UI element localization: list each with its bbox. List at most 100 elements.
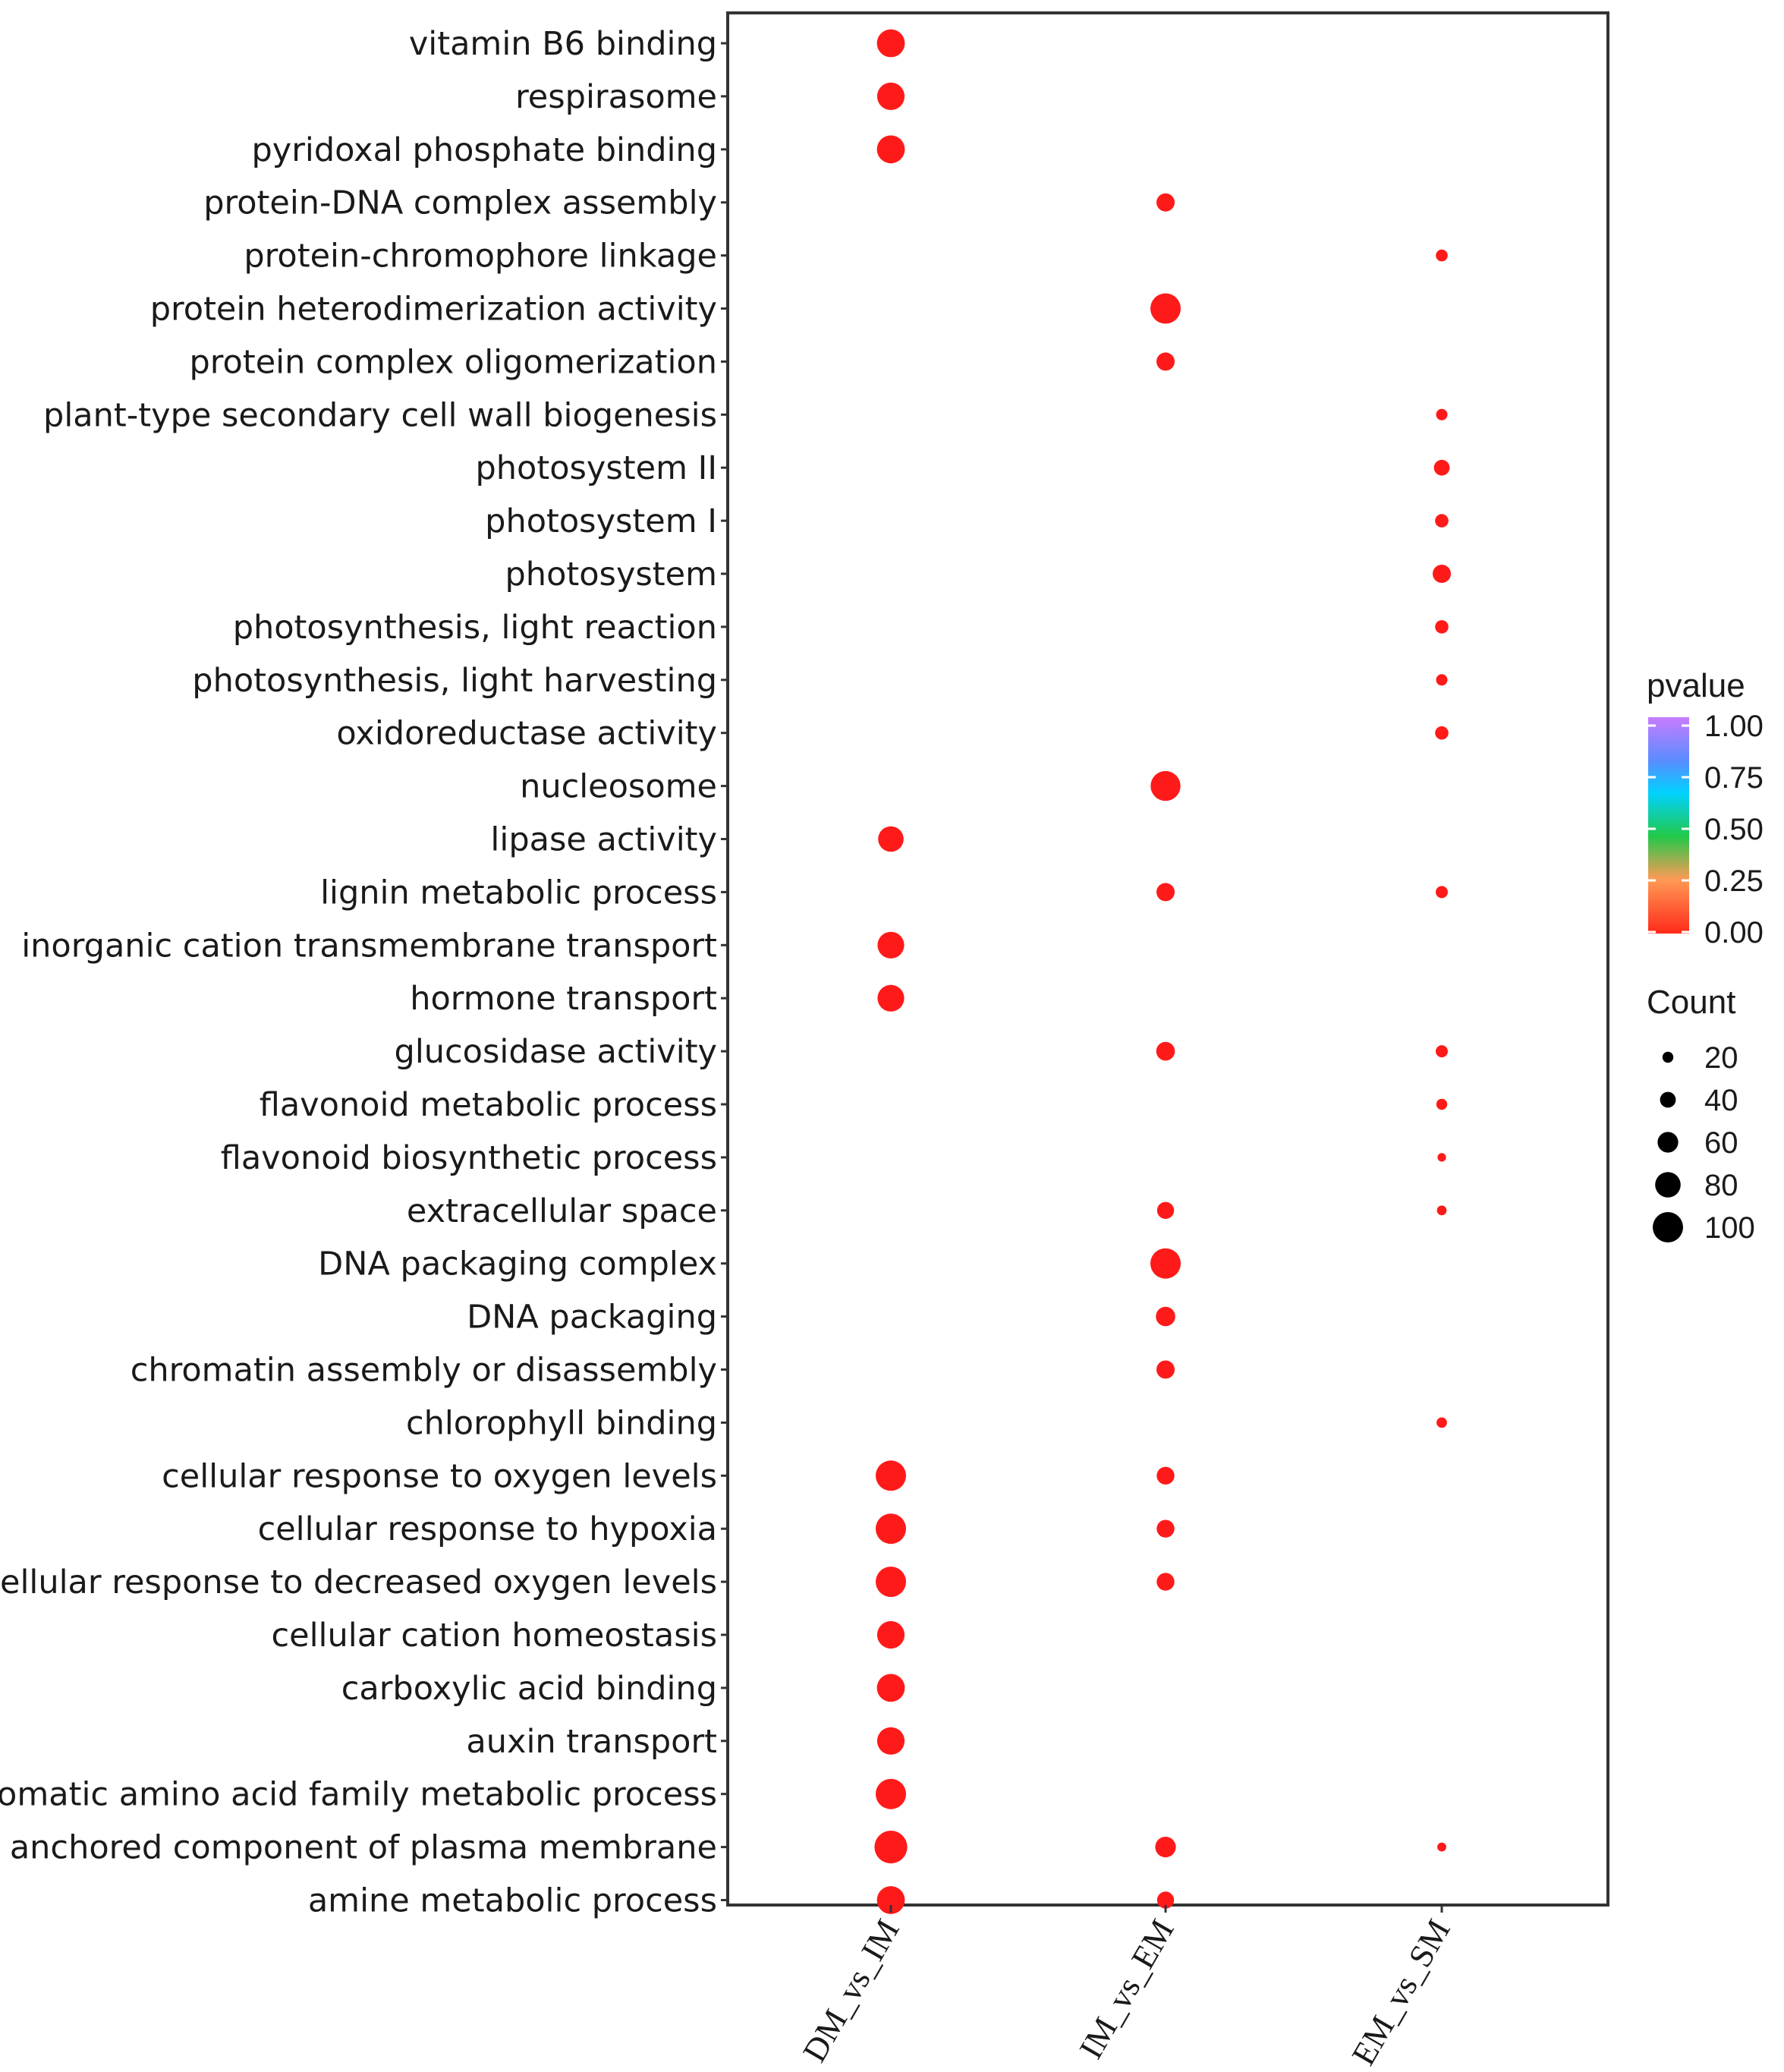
colorbar-tick-label: 0.75 xyxy=(1704,761,1764,795)
y-tick-label: lipase activity xyxy=(490,821,717,859)
y-tick-label: lignin metabolic process xyxy=(320,874,717,912)
y-tick-label: flavonoid metabolic process xyxy=(260,1086,717,1124)
dot-point xyxy=(876,1620,905,1649)
y-tick-label: DNA packaging complex xyxy=(318,1245,717,1283)
dot-point xyxy=(1436,1417,1447,1428)
dot-point xyxy=(1436,674,1448,686)
dot-point xyxy=(878,826,904,852)
dot-point xyxy=(876,1460,906,1491)
y-tick-label: hormone transport xyxy=(410,980,717,1018)
dot-point xyxy=(1436,408,1448,420)
y-tick-label: photosynthesis, light reaction xyxy=(233,609,717,647)
size-legend-dot xyxy=(1653,1212,1683,1242)
y-tick-label: cellular response to decreased oxygen le… xyxy=(0,1563,717,1601)
y-tick-label: respirasome xyxy=(515,78,717,116)
dot-point xyxy=(1435,514,1449,527)
dot-point xyxy=(876,1513,906,1545)
dot-point xyxy=(1433,459,1450,476)
dot-point xyxy=(876,29,905,58)
size-legend-label: 20 xyxy=(1704,1041,1738,1075)
y-tick-label: vitamin B6 binding xyxy=(409,25,717,63)
y-tick-label: chromatin assembly or disassembly xyxy=(131,1352,717,1390)
colorbar-tick-label: 1.00 xyxy=(1704,710,1764,743)
dot-point xyxy=(1156,1466,1175,1485)
dot-point xyxy=(1156,193,1175,212)
dot-point xyxy=(876,1778,906,1809)
count-legend-title: Count xyxy=(1647,984,1735,1021)
dot-point xyxy=(1156,1519,1175,1538)
pvalue-colorbar xyxy=(1648,717,1689,934)
y-tick-label: auxin transport xyxy=(466,1723,717,1761)
dot-point xyxy=(877,984,905,1012)
dot-point xyxy=(1155,1837,1176,1858)
dot-point xyxy=(1435,620,1449,634)
colorbar-tick-label: 0.50 xyxy=(1704,813,1764,846)
size-legend-label: 40 xyxy=(1704,1084,1738,1117)
size-legend-dot xyxy=(1662,1051,1674,1063)
dot-point xyxy=(1150,293,1181,324)
dot-point xyxy=(874,1831,908,1864)
dot-point xyxy=(1156,1306,1175,1327)
dot-point xyxy=(1156,1891,1175,1909)
y-tick-label: photosynthesis, light harvesting xyxy=(192,662,717,700)
y-tick-label: anchored component of plasma membrane xyxy=(10,1829,717,1867)
dot-point xyxy=(876,1567,906,1598)
dot-point xyxy=(876,1727,905,1755)
size-legend-dot xyxy=(1660,1091,1676,1108)
y-tick-label: chlorophyll binding xyxy=(406,1404,717,1442)
dot-point xyxy=(1433,565,1451,583)
y-tick-label: protein complex oligomerization xyxy=(190,343,717,381)
y-tick-label: DNA packaging xyxy=(467,1299,717,1337)
dot-point xyxy=(877,931,905,959)
x-tick-label: DM_vs_IM xyxy=(795,1913,906,2068)
dot-point xyxy=(876,1886,905,1914)
y-tick-label: plant-type secondary cell wall biogenesi… xyxy=(43,396,717,434)
y-tick-label: photosystem I xyxy=(485,502,717,540)
dot-point xyxy=(1435,726,1449,740)
y-tick-label: photosystem xyxy=(505,556,717,594)
size-legend-label: 100 xyxy=(1704,1211,1755,1245)
y-tick-label: pyridoxal phosphate binding xyxy=(252,131,718,169)
size-legend-label: 60 xyxy=(1704,1126,1738,1160)
dot-point xyxy=(1156,1360,1175,1379)
y-tick-label: inorganic cation transmembrane transport xyxy=(21,927,717,965)
y-tick-label: cellular cation homeostasis xyxy=(272,1617,718,1655)
dot-point xyxy=(876,1674,905,1702)
y-tick-label: protein-DNA complex assembly xyxy=(203,184,717,222)
dot-point xyxy=(1436,1045,1448,1058)
dot-point xyxy=(1150,1248,1181,1279)
y-tick-label: photosystem II xyxy=(475,449,717,487)
y-tick-label: nucleosome xyxy=(520,768,717,806)
colorbar-tick-label: 0.25 xyxy=(1704,864,1764,898)
x-tick-label: IM_vs_EM xyxy=(1072,1913,1181,2065)
size-legend-dot xyxy=(1657,1132,1679,1153)
y-tick-label: amine metabolic process xyxy=(308,1882,717,1920)
y-tick-label: cellular response to hypoxia xyxy=(258,1510,717,1548)
y-tick-label: protein heterodimerization activity xyxy=(150,291,717,329)
dot-point xyxy=(1437,1153,1446,1162)
dot-point xyxy=(1156,1201,1175,1220)
dot-point xyxy=(1156,352,1175,371)
y-tick-label: extracellular space xyxy=(407,1192,717,1230)
y-tick-label: aromatic amino acid family metabolic pro… xyxy=(0,1776,717,1814)
y-tick-label: carboxylic acid binding xyxy=(341,1670,717,1708)
pvalue-legend-title: pvalue xyxy=(1647,667,1745,704)
y-tick-label: glucosidase activity xyxy=(395,1033,717,1071)
y-tick-label: flavonoid biosynthetic process xyxy=(221,1139,717,1177)
dot-point xyxy=(1436,886,1448,899)
dot-point xyxy=(876,82,905,110)
dot-point xyxy=(1436,1205,1447,1216)
size-legend-label: 80 xyxy=(1704,1169,1738,1202)
dot-point xyxy=(1436,1098,1448,1110)
colorbar-tick-label: 0.00 xyxy=(1704,916,1764,949)
y-tick-label: oxidoreductase activity xyxy=(336,715,717,753)
dot-point xyxy=(1436,249,1448,262)
dot-point xyxy=(876,135,905,164)
dot-point xyxy=(1156,883,1175,902)
y-tick-label: cellular response to oxygen levels xyxy=(162,1457,717,1495)
dot-point xyxy=(1437,1842,1446,1852)
dot-point xyxy=(1156,1573,1175,1591)
dot-point xyxy=(1150,770,1181,801)
x-tick-label: EM_vs_SM xyxy=(1345,1913,1458,2072)
